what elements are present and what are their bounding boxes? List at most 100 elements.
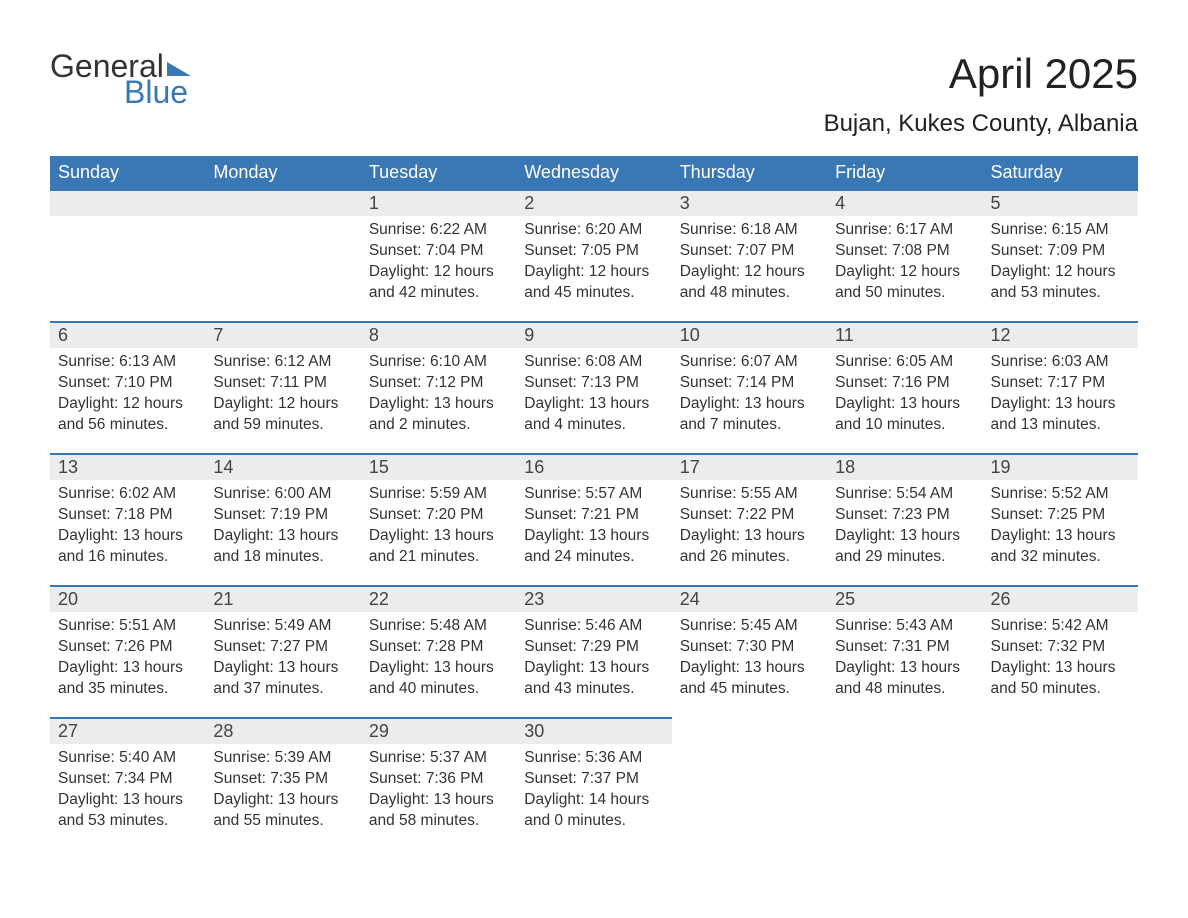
day-header: Sunday	[50, 156, 205, 189]
sunrise-line: Sunrise: 5:48 AM	[369, 616, 508, 637]
calendar-cell	[983, 717, 1138, 849]
day-number: 26	[983, 585, 1138, 612]
day-number: 7	[205, 321, 360, 348]
daylight-line-1: Daylight: 13 hours	[524, 526, 663, 547]
daylight-line-1: Daylight: 12 hours	[991, 262, 1130, 283]
calendar-cell	[50, 189, 205, 321]
day-number: 14	[205, 453, 360, 480]
daylight-line-1: Daylight: 13 hours	[524, 658, 663, 679]
sunrise-line: Sunrise: 6:07 AM	[680, 352, 819, 373]
calendar-cell: 27 Sunrise: 5:40 AMSunset: 7:34 PMDayligh…	[50, 717, 205, 849]
daylight-line-1: Daylight: 13 hours	[213, 526, 352, 547]
day-number: 27	[50, 717, 205, 744]
day-number: 2	[516, 189, 671, 216]
daylight-line-1: Daylight: 13 hours	[991, 526, 1130, 547]
sunset-line: Sunset: 7:19 PM	[213, 505, 352, 526]
daylight-line-2: and 56 minutes.	[58, 415, 197, 436]
sunrise-line: Sunrise: 5:43 AM	[835, 616, 974, 637]
calendar-cell: 25Sunrise: 5:43 AMSunset: 7:31 PMDayligh…	[827, 585, 982, 717]
day-number: 15	[361, 453, 516, 480]
day-number: 23	[516, 585, 671, 612]
sunrise-line: Sunrise: 5:37 AM	[369, 748, 508, 769]
calendar-cell: 22Sunrise: 5:48 AMSunset: 7:28 PMDayligh…	[361, 585, 516, 717]
calendar-cell: 21Sunrise: 5:49 AMSunset: 7:27 PMDayligh…	[205, 585, 360, 717]
day-details: Sunrise: 5:59 AMSunset: 7:20 PMDaylight:…	[361, 480, 516, 576]
calendar-cell: 2Sunrise: 6:20 AMSunset: 7:05 PMDaylight…	[516, 189, 671, 321]
calendar-cell: 15Sunrise: 5:59 AMSunset: 7:20 PMDayligh…	[361, 453, 516, 585]
sunset-line: Sunset: 7:13 PM	[524, 373, 663, 394]
calendar-cell: 1Sunrise: 6:22 AMSunset: 7:04 PMDaylight…	[361, 189, 516, 321]
daylight-line-1: Daylight: 13 hours	[680, 394, 819, 415]
sunrise-line: Sunrise: 6:10 AM	[369, 352, 508, 373]
daylight-line-1: Daylight: 13 hours	[369, 790, 508, 811]
empty-day-bar	[205, 189, 360, 216]
daylight-line-2: and 48 minutes.	[835, 679, 974, 700]
sunset-line: Sunset: 7:34 PM	[58, 769, 197, 790]
calendar-cell: 9Sunrise: 6:08 AMSunset: 7:13 PMDaylight…	[516, 321, 671, 453]
day-details: Sunrise: 5:49 AMSunset: 7:27 PMDaylight:…	[205, 612, 360, 708]
calendar-cell: 16Sunrise: 5:57 AMSunset: 7:21 PMDayligh…	[516, 453, 671, 585]
sunrise-line: Sunrise: 5:55 AM	[680, 484, 819, 505]
calendar-cell: 23Sunrise: 5:46 AMSunset: 7:29 PMDayligh…	[516, 585, 671, 717]
daylight-line-2: and 4 minutes.	[524, 415, 663, 436]
day-details: Sunrise: 6:12 AMSunset: 7:11 PMDaylight:…	[205, 348, 360, 444]
day-number: 18	[827, 453, 982, 480]
day-details: Sunrise: 5:37 AMSunset: 7:36 PMDaylight:…	[361, 744, 516, 840]
daylight-line-1: Daylight: 13 hours	[213, 658, 352, 679]
daylight-line-2: and 55 minutes.	[213, 811, 352, 832]
day-number: 9	[516, 321, 671, 348]
daylight-line-2: and 59 minutes.	[213, 415, 352, 436]
sunrise-line: Sunrise: 5:40 AM	[58, 748, 197, 769]
day-number: 28	[205, 717, 360, 744]
daylight-line-1: Daylight: 13 hours	[369, 394, 508, 415]
sunrise-line: Sunrise: 6:17 AM	[835, 220, 974, 241]
daylight-line-1: Daylight: 13 hours	[680, 658, 819, 679]
day-number: 4	[827, 189, 982, 216]
day-details: Sunrise: 5:46 AMSunset: 7:29 PMDaylight:…	[516, 612, 671, 708]
day-details: Sunrise: 6:03 AMSunset: 7:17 PMDaylight:…	[983, 348, 1138, 444]
day-details: Sunrise: 5:43 AMSunset: 7:31 PMDaylight:…	[827, 612, 982, 708]
day-number: 24	[672, 585, 827, 612]
daylight-line-1: Daylight: 12 hours	[58, 394, 197, 415]
daylight-line-2: and 0 minutes.	[524, 811, 663, 832]
calendar-cell	[205, 189, 360, 321]
daylight-line-1: Daylight: 12 hours	[369, 262, 508, 283]
sunrise-line: Sunrise: 6:20 AM	[524, 220, 663, 241]
sunset-line: Sunset: 7:21 PM	[524, 505, 663, 526]
brand-logo: General Blue	[50, 50, 191, 108]
daylight-line-2: and 18 minutes.	[213, 547, 352, 568]
sunrise-line: Sunrise: 6:22 AM	[369, 220, 508, 241]
calendar-cell: 8 Sunrise: 6:10 AMSunset: 7:12 PMDaylight…	[361, 321, 516, 453]
day-details: Sunrise: 6:18 AMSunset: 7:07 PMDaylight:…	[672, 216, 827, 312]
calendar-week-row: 27Sunrise: 5:40 AMSunset: 7:34 PMDayligh…	[50, 717, 1138, 849]
day-details: Sunrise: 5:42 AMSunset: 7:32 PMDaylight:…	[983, 612, 1138, 708]
sunset-line: Sunset: 7:09 PM	[991, 241, 1130, 262]
day-number: 8	[361, 321, 516, 348]
daylight-line-1: Daylight: 13 hours	[58, 790, 197, 811]
sunset-line: Sunset: 7:16 PM	[835, 373, 974, 394]
sunrise-line: Sunrise: 6:05 AM	[835, 352, 974, 373]
sunrise-line: Sunrise: 5:57 AM	[524, 484, 663, 505]
day-details: Sunrise: 5:55 AMSunset: 7:22 PMDaylight:…	[672, 480, 827, 576]
sunset-line: Sunset: 7:08 PM	[835, 241, 974, 262]
calendar-table: Sunday Monday Tuesday Wednesday Thursday…	[50, 156, 1138, 849]
daylight-line-1: Daylight: 13 hours	[213, 790, 352, 811]
daylight-line-2: and 42 minutes.	[369, 283, 508, 304]
sunrise-line: Sunrise: 6:00 AM	[213, 484, 352, 505]
sunset-line: Sunset: 7:12 PM	[369, 373, 508, 394]
calendar-cell: 5Sunrise: 6:15 AMSunset: 7:09 PMDaylight…	[983, 189, 1138, 321]
day-number: 12	[983, 321, 1138, 348]
day-details: Sunrise: 5:36 AMSunset: 7:37 PMDaylight:…	[516, 744, 671, 840]
brand-text-bottom: Blue	[124, 76, 191, 108]
daylight-line-2: and 45 minutes.	[680, 679, 819, 700]
daylight-line-1: Daylight: 13 hours	[58, 658, 197, 679]
day-details: Sunrise: 6:08 AMSunset: 7:13 PMDaylight:…	[516, 348, 671, 444]
sunrise-line: Sunrise: 6:02 AM	[58, 484, 197, 505]
header: General Blue April 2025 Bujan, Kukes Cou…	[50, 50, 1138, 148]
day-details: Sunrise: 6:05 AMSunset: 7:16 PMDaylight:…	[827, 348, 982, 444]
calendar-cell: 10Sunrise: 6:07 AMSunset: 7:14 PMDayligh…	[672, 321, 827, 453]
sunrise-line: Sunrise: 5:36 AM	[524, 748, 663, 769]
day-number: 13	[50, 453, 205, 480]
day-header: Saturday	[983, 156, 1138, 189]
calendar-cell: 6Sunrise: 6:13 AMSunset: 7:10 PMDaylight…	[50, 321, 205, 453]
